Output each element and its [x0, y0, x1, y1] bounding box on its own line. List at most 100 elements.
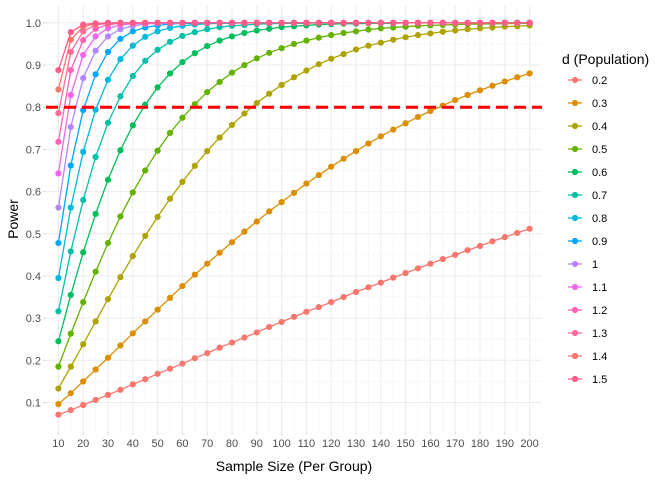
- data-point: [377, 279, 384, 286]
- data-point: [439, 255, 446, 263]
- data-point: [340, 50, 347, 58]
- data-point: [92, 268, 99, 275]
- data-point: [328, 55, 335, 62]
- data-point: [365, 140, 372, 147]
- data-point: [266, 19, 273, 26]
- data-point: [303, 67, 310, 74]
- data-point: [352, 147, 360, 155]
- data-point: [80, 378, 87, 385]
- data-point: [266, 49, 273, 56]
- data-point: [476, 87, 484, 94]
- y-tick-label: 0.8: [26, 102, 41, 114]
- data-point: [464, 26, 471, 33]
- data-point: [92, 366, 99, 373]
- y-axis-ticks: 0.1 0.2 0.3 0.4 0.5 0.6 0.7 0.8 0.9 1.0: [26, 18, 46, 409]
- data-point: [204, 260, 211, 267]
- data-point: [104, 391, 112, 398]
- x-tick-label: 70: [201, 438, 213, 450]
- legend-item-0.2: 0.2: [568, 75, 607, 87]
- data-point: [104, 33, 112, 40]
- y-tick-label: 0.7: [26, 144, 41, 156]
- data-point: [290, 313, 298, 320]
- data-point: [179, 19, 186, 26]
- data-point: [67, 363, 74, 370]
- data-point: [142, 33, 149, 40]
- data-point: [390, 19, 397, 26]
- data-point: [67, 162, 74, 169]
- data-point: [489, 238, 496, 245]
- data-point: [514, 19, 521, 26]
- legend-item-0.9: 0.9: [568, 236, 607, 248]
- data-point: [266, 208, 273, 215]
- data-point: [67, 67, 74, 74]
- data-point: [67, 91, 74, 99]
- data-point: [55, 86, 62, 93]
- legend-item-1.5: 1.5: [568, 374, 607, 386]
- data-point: [290, 189, 298, 196]
- data-point: [464, 91, 471, 99]
- legend-item-0.4: 0.4: [568, 121, 607, 133]
- data-point: [67, 29, 74, 36]
- y-axis-title: Power: [5, 199, 21, 239]
- data-point: [241, 228, 248, 235]
- data-point: [514, 229, 521, 237]
- data-point: [216, 134, 223, 141]
- legend-item-0.7: 0.7: [568, 190, 607, 202]
- data-point: [154, 147, 161, 154]
- data-point: [117, 93, 124, 100]
- data-point: [452, 19, 459, 26]
- data-point: [253, 218, 260, 225]
- data-point: [340, 19, 347, 26]
- data-point: [166, 70, 174, 77]
- data-point: [142, 167, 149, 174]
- data-point: [104, 48, 112, 56]
- data-point: [92, 33, 99, 40]
- data-point: [489, 82, 496, 89]
- series-group: [55, 19, 533, 418]
- data-point: [204, 350, 211, 357]
- data-point: [402, 34, 409, 41]
- data-point: [55, 401, 62, 408]
- data-point: [253, 329, 260, 336]
- data-point: [216, 78, 223, 86]
- data-point: [253, 27, 260, 34]
- data-point: [80, 51, 87, 59]
- legend-item-0.8: 0.8: [568, 213, 607, 225]
- data-point: [476, 242, 484, 250]
- data-point: [328, 298, 335, 306]
- data-point: [390, 126, 397, 133]
- data-point: [80, 401, 87, 409]
- data-point: [526, 19, 533, 26]
- data-point: [352, 46, 360, 53]
- data-point: [92, 396, 99, 404]
- x-tick-label: 170: [446, 438, 464, 450]
- data-point: [501, 19, 508, 26]
- data-point: [166, 38, 174, 45]
- data-point: [104, 296, 112, 303]
- data-point: [241, 110, 248, 117]
- legend-label: 1.5: [592, 374, 607, 386]
- data-point: [228, 339, 236, 346]
- data-point: [129, 72, 136, 80]
- series-0.4: [55, 22, 533, 392]
- data-point: [166, 19, 174, 26]
- data-point: [328, 32, 335, 39]
- data-point: [55, 385, 62, 392]
- data-point: [228, 121, 236, 129]
- data-point: [340, 293, 347, 301]
- data-point: [452, 96, 459, 104]
- data-point: [278, 199, 285, 206]
- data-point: [476, 19, 484, 26]
- data-point: [526, 70, 533, 77]
- x-tick-label: 50: [151, 438, 163, 450]
- legend-item-1.3: 1.3: [568, 328, 607, 340]
- data-point: [154, 19, 161, 26]
- data-point: [452, 251, 459, 258]
- data-point: [204, 42, 211, 50]
- data-point: [427, 107, 434, 115]
- data-point: [92, 106, 99, 113]
- y-tick-label: 1.0: [26, 18, 41, 30]
- data-point: [414, 32, 422, 39]
- data-point: [179, 178, 186, 185]
